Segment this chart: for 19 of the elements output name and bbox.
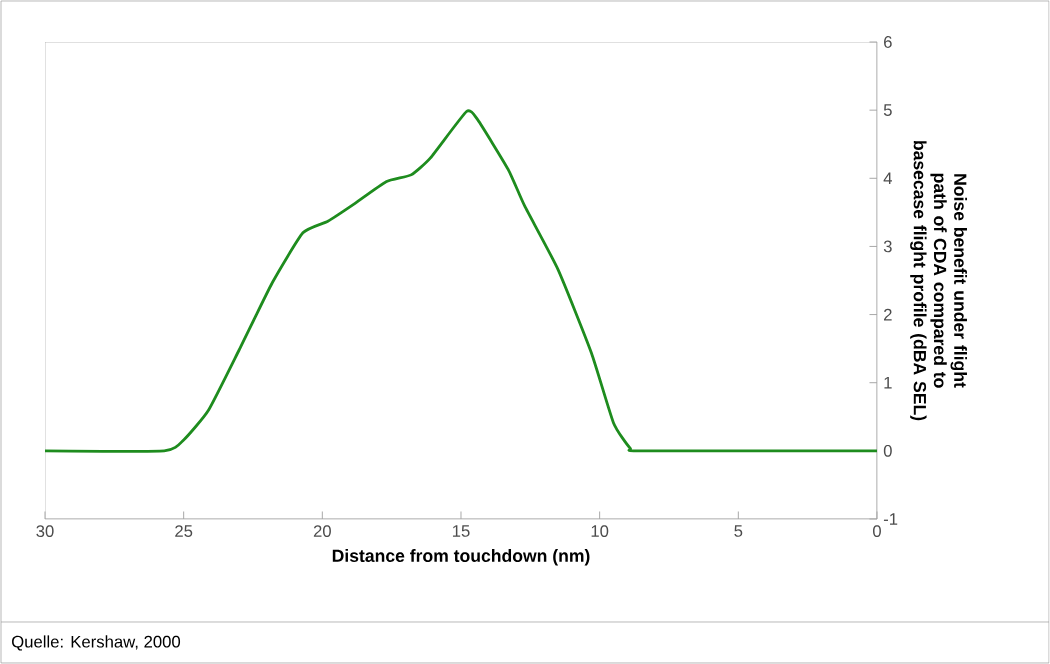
- x-tick-label: 10: [591, 525, 609, 538]
- x-tick-label: 30: [36, 525, 54, 538]
- y-tick-label: -1: [883, 513, 898, 525]
- y-axis-title: Noise benefit under flight path of CDA compared to basecase flight profile (dBA SEL): [910, 141, 967, 421]
- y-tick-label: 6: [884, 36, 892, 48]
- y-tick-label: 4: [883, 172, 892, 185]
- y-tick-label: 0: [883, 444, 892, 457]
- x-tick-label: 0: [873, 525, 881, 538]
- x-tick-label: 15: [452, 525, 470, 537]
- y-tick-label: 1: [884, 376, 892, 389]
- source-note: Quelle: Kershaw, 2000: [12, 635, 181, 651]
- y-tick-label: 2: [884, 308, 892, 321]
- line-series: [45, 109, 877, 453]
- y-tick-label: 3: [883, 240, 892, 253]
- x-tick-label: 20: [313, 525, 331, 538]
- y-tick-label: 5: [883, 104, 892, 116]
- x-tick-label: 5: [734, 525, 743, 537]
- x-tick-label: 25: [175, 525, 193, 538]
- x-axis-title: Distance from touchdown (nm): [332, 549, 590, 566]
